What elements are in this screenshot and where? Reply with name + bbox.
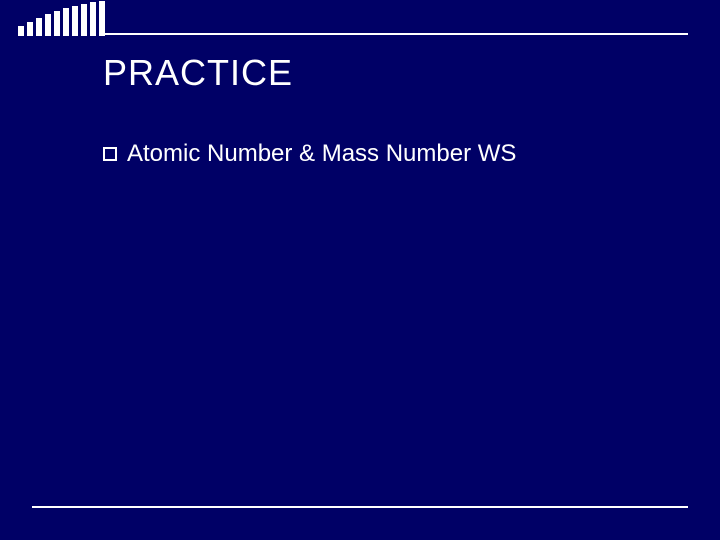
bullet-square-icon [103, 147, 117, 161]
decoration-bar [90, 2, 96, 36]
decoration-bar [63, 8, 69, 36]
top-decoration [0, 0, 720, 36]
decoration-bar [45, 14, 51, 36]
decoration-bars [18, 0, 108, 36]
slide-title: PRACTICE [103, 52, 293, 94]
top-divider-line [103, 33, 688, 35]
decoration-bar [27, 22, 33, 36]
decoration-bar [36, 18, 42, 36]
decoration-bar [99, 1, 105, 36]
bullet-list-item: Atomic Number & Mass Number WS [103, 140, 516, 168]
bullet-text: Atomic Number & Mass Number WS [127, 140, 516, 168]
decoration-bar [18, 26, 24, 36]
decoration-bar [81, 4, 87, 36]
decoration-bar [72, 6, 78, 36]
bottom-divider-line [32, 506, 688, 508]
decoration-bar [54, 11, 60, 36]
